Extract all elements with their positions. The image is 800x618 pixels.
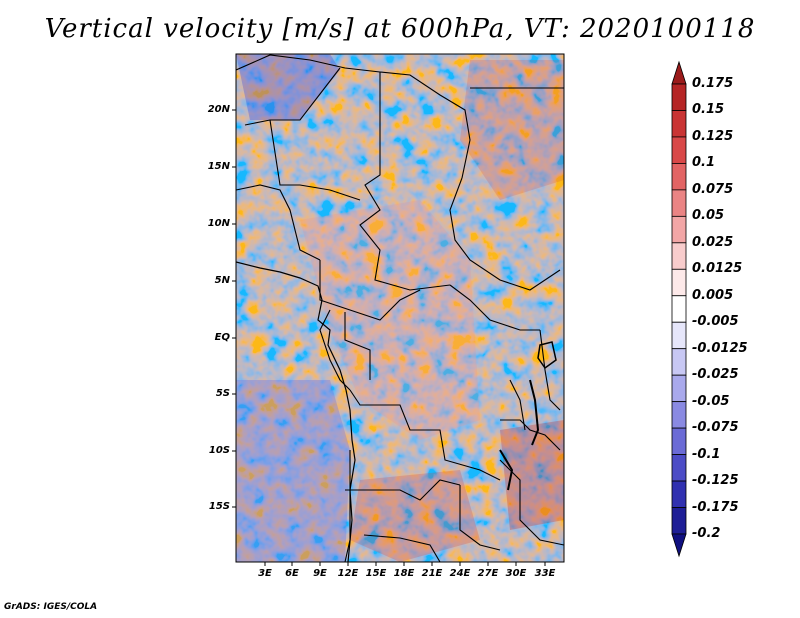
colorbar-segment bbox=[671, 348, 687, 376]
colorbar-segment bbox=[671, 136, 687, 164]
colorbar-label: -0.05 bbox=[692, 393, 730, 409]
colorbar-segment bbox=[671, 480, 687, 508]
colorbar-segment bbox=[671, 321, 687, 350]
lat-label: EQ bbox=[214, 332, 230, 343]
lon-label: 33E bbox=[534, 568, 556, 579]
colorbar-label: -0.125 bbox=[692, 473, 739, 489]
colorbar-segment bbox=[671, 427, 687, 455]
colorbar-segment bbox=[671, 60, 687, 85]
colorbar-segment bbox=[671, 401, 687, 429]
colorbar-segment bbox=[671, 189, 687, 217]
colorbar-label: -0.075 bbox=[692, 420, 739, 436]
lat-label: 15N bbox=[207, 161, 230, 172]
colorbar-segment bbox=[671, 215, 687, 244]
colorbar-label: 0.125 bbox=[692, 128, 734, 144]
colorbar-label: 0.025 bbox=[692, 234, 734, 250]
colorbar bbox=[671, 60, 687, 558]
colorbar-segment bbox=[671, 533, 687, 558]
colorbar-label: -0.1 bbox=[692, 446, 721, 462]
lat-label: 10N bbox=[207, 218, 230, 229]
lon-label: 15E bbox=[365, 568, 387, 579]
lon-label: 12E bbox=[337, 568, 359, 579]
lon-label: 6E bbox=[285, 568, 299, 579]
colorbar-segment bbox=[671, 268, 687, 297]
colorbar-segment bbox=[671, 507, 687, 535]
colorbar-segment bbox=[671, 374, 687, 403]
lat-label: 5N bbox=[214, 275, 230, 286]
lat-label: 10S bbox=[208, 445, 230, 456]
colorbar-segment bbox=[671, 242, 687, 270]
lat-label: 20N bbox=[207, 104, 230, 115]
colorbar-segment bbox=[671, 454, 687, 482]
colorbar-segment bbox=[671, 110, 687, 138]
credit-text: GrADS: IGES/COLA bbox=[4, 602, 98, 612]
colorbar-label: -0.175 bbox=[692, 499, 739, 515]
lat-label: 5S bbox=[215, 388, 230, 399]
map-title: Vertical velocity [m/s] at 600hPa, VT: 2… bbox=[44, 14, 756, 44]
colorbar-segment bbox=[671, 83, 687, 111]
lon-label: 24E bbox=[449, 568, 471, 579]
colorbar-label: -0.0125 bbox=[692, 340, 748, 356]
lon-label: 18E bbox=[393, 568, 415, 579]
colorbar-label: 0.05 bbox=[692, 208, 725, 224]
colorbar-label: -0.2 bbox=[692, 526, 721, 541]
colorbar-label: -0.025 bbox=[692, 367, 739, 383]
colorbar-label: 0.075 bbox=[692, 181, 734, 197]
lon-label: 3E bbox=[258, 568, 272, 579]
colorbar-label: 0.1 bbox=[692, 155, 716, 171]
colorbar-label: 0.15 bbox=[692, 102, 725, 118]
colorbar-label: 0.175 bbox=[692, 76, 734, 91]
colorbar-label: 0.0125 bbox=[692, 261, 743, 277]
colorbar-segment bbox=[671, 163, 687, 191]
colorbar-label: -0.005 bbox=[692, 314, 739, 330]
colorbar-segment bbox=[671, 295, 687, 323]
field-layer bbox=[236, 54, 564, 562]
lon-label: 30E bbox=[505, 568, 527, 579]
colorbar-label: 0.005 bbox=[692, 287, 734, 303]
lat-label: 15S bbox=[208, 501, 230, 512]
lon-label: 27E bbox=[477, 568, 499, 579]
plot-frame bbox=[235, 53, 565, 563]
lon-label: 21E bbox=[421, 568, 443, 579]
lon-label: 9E bbox=[313, 568, 327, 579]
